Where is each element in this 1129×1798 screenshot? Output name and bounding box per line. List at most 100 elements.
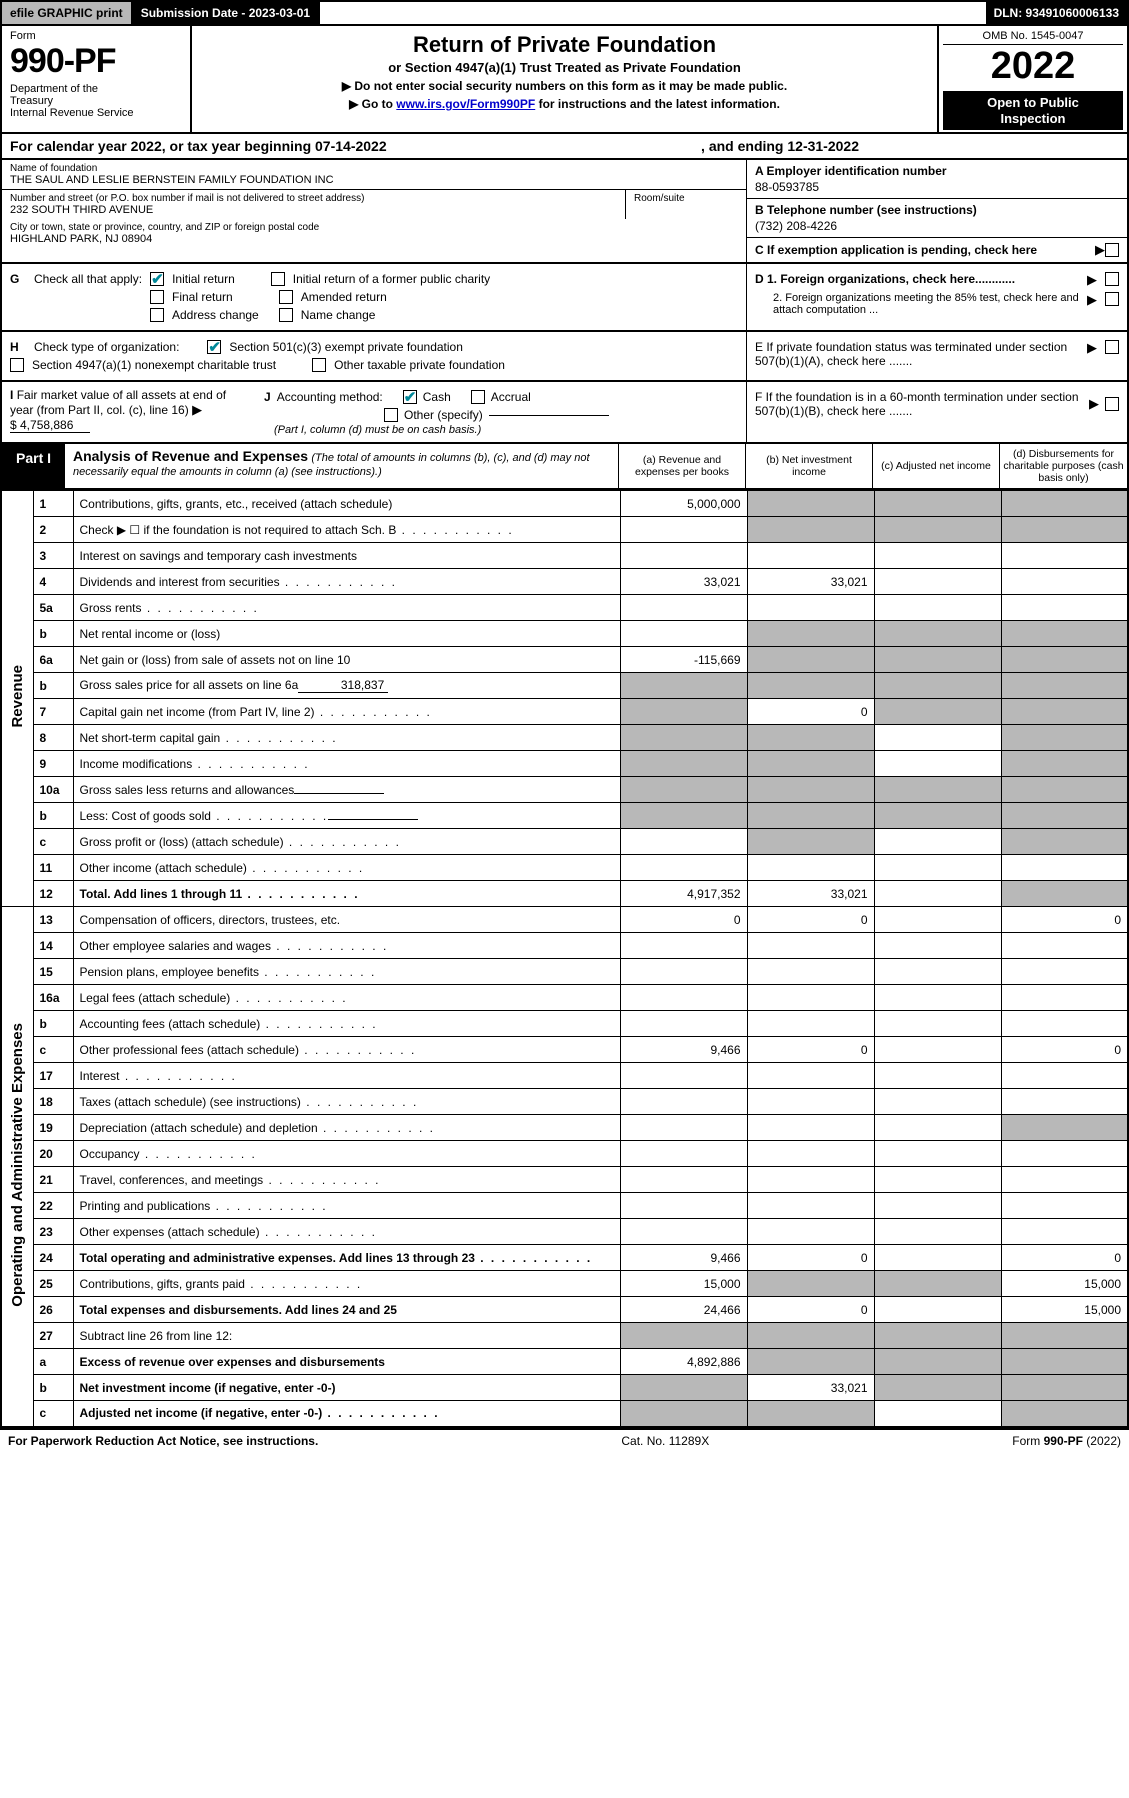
line-number: 25 — [33, 1271, 73, 1297]
cell-a: 33,021 — [620, 569, 747, 595]
cell-b: 33,021 — [747, 881, 874, 907]
cell-d — [1001, 751, 1128, 777]
initial-former-checkbox[interactable] — [271, 272, 285, 286]
city-state-zip: HIGHLAND PARK, NJ 08904 — [10, 233, 738, 245]
line-label: Interest — [73, 1063, 620, 1089]
entity-right: A Employer identification number 88-0593… — [747, 160, 1127, 262]
line-label: Travel, conferences, and meetings — [73, 1167, 620, 1193]
i-section: I Fair market value of all assets at end… — [10, 388, 240, 436]
col-c-header: (c) Adjusted net income — [873, 444, 1000, 488]
table-row: 24Total operating and administrative exp… — [1, 1245, 1128, 1271]
501c3-checkbox[interactable] — [207, 340, 221, 354]
cell-b — [747, 673, 874, 699]
line-label: Pension plans, employee benefits — [73, 959, 620, 985]
line-number: 27 — [33, 1323, 73, 1349]
table-row: 8Net short-term capital gain — [1, 725, 1128, 751]
line-label: Taxes (attach schedule) (see instruction… — [73, 1089, 620, 1115]
cell-b — [747, 751, 874, 777]
name-change-checkbox[interactable] — [279, 308, 293, 322]
line-label: Total. Add lines 1 through 11 — [73, 881, 620, 907]
cell-c — [874, 1011, 1001, 1037]
accrual-checkbox[interactable] — [471, 390, 485, 404]
cell-b — [747, 1323, 874, 1349]
cell-c — [874, 725, 1001, 751]
cell-c — [874, 543, 1001, 569]
line-label: Income modifications — [73, 751, 620, 777]
line-number: c — [33, 1037, 73, 1063]
amended-return-label: Amended return — [301, 290, 387, 304]
cell-b — [747, 1219, 874, 1245]
j-lead: J — [264, 390, 271, 404]
line-label: Excess of revenue over expenses and disb… — [73, 1349, 620, 1375]
final-return-checkbox[interactable] — [150, 290, 164, 304]
table-row: 12Total. Add lines 1 through 114,917,352… — [1, 881, 1128, 907]
line-label: Net rental income or (loss) — [73, 621, 620, 647]
cell-d — [1001, 569, 1128, 595]
cell-c — [874, 569, 1001, 595]
cell-a — [620, 855, 747, 881]
other-taxable-checkbox[interactable] — [312, 358, 326, 372]
line-label: Other expenses (attach schedule) — [73, 1219, 620, 1245]
line-label: Other employee salaries and wages — [73, 933, 620, 959]
open-inspection: Open to PublicInspection — [943, 91, 1123, 130]
line-number: 13 — [33, 907, 73, 933]
cell-a — [620, 1401, 747, 1427]
table-row: 25Contributions, gifts, grants paid15,00… — [1, 1271, 1128, 1297]
cell-c — [874, 699, 1001, 725]
ssn-warning: ▶ Do not enter social security numbers o… — [208, 79, 921, 93]
g-lead: G — [10, 272, 26, 286]
address-change-checkbox[interactable] — [150, 308, 164, 322]
d1-checkbox[interactable] — [1105, 272, 1119, 286]
other-method-checkbox[interactable] — [384, 408, 398, 422]
e-checkbox[interactable] — [1105, 340, 1119, 354]
line-label: Net investment income (if negative, ente… — [73, 1375, 620, 1401]
cell-d — [1001, 491, 1128, 517]
table-row: Operating and Administrative Expenses13C… — [1, 907, 1128, 933]
cell-d — [1001, 933, 1128, 959]
cell-b: 0 — [747, 1245, 874, 1271]
cell-a — [620, 543, 747, 569]
4947-checkbox[interactable] — [10, 358, 24, 372]
line-label: Compensation of officers, directors, tru… — [73, 907, 620, 933]
cell-a — [620, 1167, 747, 1193]
address-change-label: Address change — [172, 308, 259, 322]
line-number: 17 — [33, 1063, 73, 1089]
name-change-label: Name change — [301, 308, 376, 322]
e-label: E If private foundation status was termi… — [755, 340, 1079, 368]
line-number: 24 — [33, 1245, 73, 1271]
irs-link[interactable]: www.irs.gov/Form990PF — [396, 97, 535, 111]
arrow-icon: ▶ — [1087, 272, 1097, 288]
table-row: 15Pension plans, employee benefits — [1, 959, 1128, 985]
efile-label[interactable]: efile GRAPHIC print — [2, 2, 133, 24]
cell-c — [874, 907, 1001, 933]
cell-b — [747, 1349, 874, 1375]
cash-checkbox[interactable] — [403, 390, 417, 404]
col-a-header: (a) Revenue and expenses per books — [619, 444, 746, 488]
cell-a: 4,917,352 — [620, 881, 747, 907]
d-section: D 1. Foreign organizations, check here..… — [747, 264, 1127, 330]
cell-c — [874, 1245, 1001, 1271]
top-bar: efile GRAPHIC print Submission Date - 20… — [0, 0, 1129, 26]
line-label: Capital gain net income (from Part IV, l… — [73, 699, 620, 725]
line-label: Less: Cost of goods sold — [73, 803, 620, 829]
header-mid: Return of Private Foundation or Section … — [192, 26, 937, 132]
other-method-label: Other (specify) — [404, 408, 483, 422]
cell-c — [874, 1115, 1001, 1141]
amended-return-checkbox[interactable] — [279, 290, 293, 304]
cell-a — [620, 1089, 747, 1115]
d2-checkbox[interactable] — [1105, 292, 1119, 306]
f-checkbox[interactable] — [1105, 397, 1119, 411]
initial-return-checkbox[interactable] — [150, 272, 164, 286]
line-number: b — [33, 621, 73, 647]
table-row: cAdjusted net income (if negative, enter… — [1, 1401, 1128, 1427]
cell-a — [620, 1011, 747, 1037]
omb-number: OMB No. 1545-0047 — [943, 28, 1123, 45]
room-suite-label: Room/suite — [626, 190, 746, 219]
exemption-checkbox[interactable] — [1105, 243, 1119, 257]
cell-d — [1001, 1219, 1128, 1245]
cell-d: 0 — [1001, 1245, 1128, 1271]
i-j-f-block: I Fair market value of all assets at end… — [0, 382, 1129, 444]
table-row: 14Other employee salaries and wages — [1, 933, 1128, 959]
line-number: 15 — [33, 959, 73, 985]
cell-d — [1001, 1089, 1128, 1115]
